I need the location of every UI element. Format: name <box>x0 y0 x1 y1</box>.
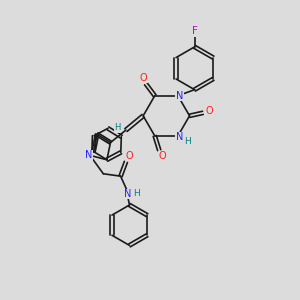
Text: N: N <box>124 189 132 199</box>
Text: O: O <box>158 151 166 161</box>
Text: N: N <box>176 91 183 101</box>
Text: H: H <box>133 190 140 199</box>
Text: N: N <box>176 132 183 142</box>
Text: H: H <box>114 123 121 132</box>
Text: O: O <box>126 151 133 161</box>
Text: F: F <box>192 26 197 36</box>
Text: N: N <box>85 150 92 160</box>
Text: O: O <box>140 73 147 83</box>
Text: H: H <box>184 137 191 146</box>
Text: O: O <box>205 106 213 116</box>
